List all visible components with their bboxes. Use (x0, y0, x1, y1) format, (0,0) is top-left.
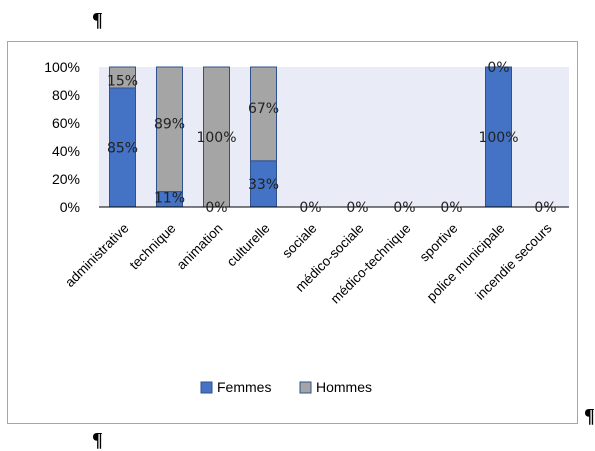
data-label-hommes: 15% (107, 74, 138, 90)
legend-label-femmes: Femmes (217, 379, 271, 395)
data-label-femmes: 11% (154, 190, 185, 206)
pilcrow-bottom: ¶ (92, 429, 103, 451)
pilcrow-top: ¶ (92, 9, 103, 31)
data-label-hommes: 89% (154, 116, 185, 132)
data-label-femmes: 0% (205, 200, 227, 216)
legend-swatch-femmes (200, 381, 213, 394)
y-tick-label: 20% (52, 171, 80, 187)
data-label-femmes: 0% (534, 200, 556, 216)
category-label: sociale (279, 221, 319, 261)
category-label: animation (174, 221, 226, 273)
category-label: médico-technique (328, 221, 414, 307)
y-tick-label: 40% (52, 143, 80, 159)
legend-label-hommes: Hommes (316, 379, 372, 395)
data-label-hommes: 0% (487, 60, 509, 76)
chart-container: 0% 20% 40% 60% 80% 100% 85% 15% 11% 89% 0% 100% 33% 6… (7, 41, 578, 424)
bar-hommes (250, 66, 277, 162)
data-label-femmes: 85% (107, 141, 138, 157)
category-label: administrative (62, 221, 131, 290)
data-label-hommes: 100% (196, 130, 236, 146)
data-label-hommes: 67% (248, 101, 279, 117)
category-label: sportive (417, 221, 461, 265)
pilcrow-right: ¶ (584, 405, 595, 427)
bar-femmes (485, 66, 512, 208)
y-tick-label: 60% (52, 115, 80, 131)
data-label-femmes: 100% (478, 130, 518, 146)
y-tick-label: 100% (44, 59, 80, 75)
bar-hommes (109, 66, 136, 89)
legend-swatch-hommes (299, 381, 312, 394)
bar-femmes (109, 87, 136, 208)
category-label: technique (127, 221, 179, 273)
data-label-femmes: 0% (440, 200, 462, 216)
data-label-femmes: 0% (393, 200, 415, 216)
stacked-bar-chart: 0% 20% 40% 60% 80% 100% 85% 15% 11% 89% 0% 100% 33% 6… (44, 59, 569, 395)
bar-hommes (156, 66, 183, 193)
y-tick-label: 0% (60, 199, 80, 215)
data-label-femmes: 0% (299, 200, 321, 216)
data-label-femmes: 33% (248, 177, 279, 193)
data-label-femmes: 0% (346, 200, 368, 216)
category-label: culturelle (224, 221, 273, 270)
y-tick-label: 80% (52, 87, 80, 103)
